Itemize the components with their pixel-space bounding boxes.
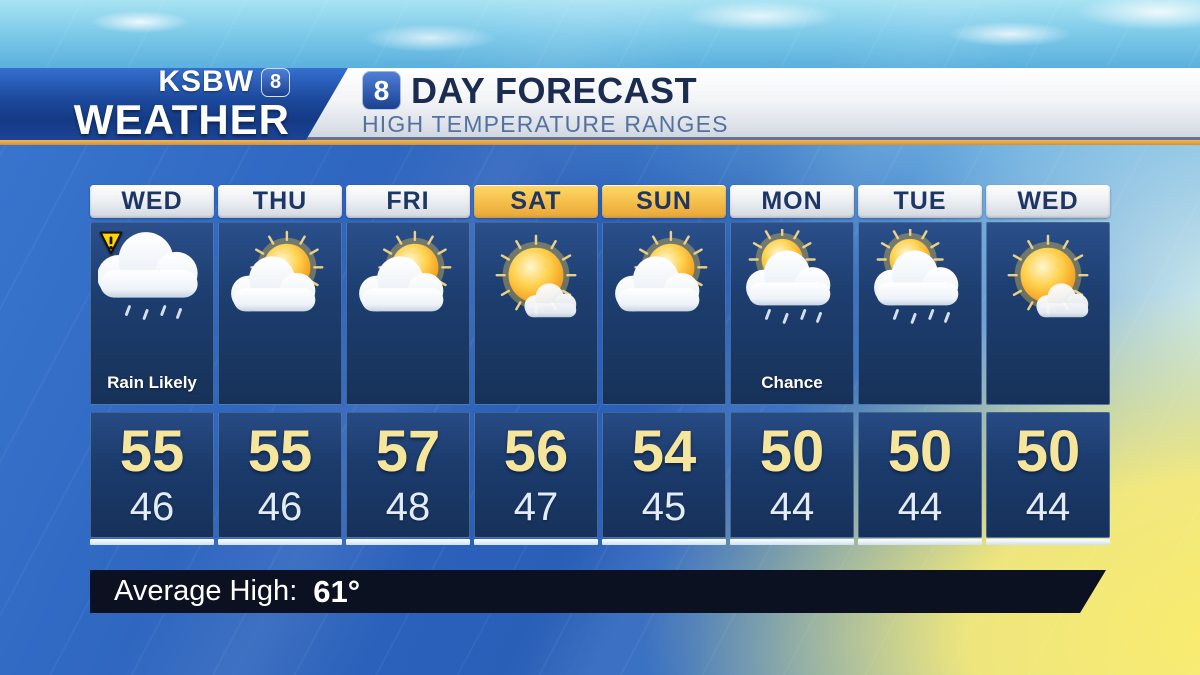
day-header: MON bbox=[730, 185, 854, 218]
icon-panel bbox=[858, 222, 982, 405]
sun-cloud-rain-icon bbox=[866, 229, 974, 341]
low-temp: 48 bbox=[385, 485, 431, 529]
day-label: MON bbox=[761, 187, 823, 215]
day-header: THU bbox=[218, 185, 342, 218]
low-temp: 45 bbox=[641, 485, 687, 529]
day-header: WED bbox=[986, 185, 1110, 218]
sky-background bbox=[0, 0, 1200, 68]
condition-label: Chance bbox=[761, 373, 823, 392]
mostly-sunny-icon bbox=[994, 229, 1102, 341]
low-temp: 44 bbox=[1025, 485, 1071, 529]
average-high-value: 61° bbox=[313, 573, 361, 609]
weather-alert-icon bbox=[98, 229, 124, 257]
forecast-day-column: WED 50 44 bbox=[986, 185, 1110, 545]
high-temp: 57 bbox=[375, 419, 441, 484]
sun-cloud-rain-icon bbox=[738, 229, 846, 341]
weather-department-label: WEATHER bbox=[73, 96, 290, 143]
column-underline bbox=[730, 539, 854, 545]
forecast-day-column: TUE 50 44 bbox=[858, 185, 982, 545]
day-label: WED bbox=[121, 187, 183, 215]
column-underline bbox=[474, 539, 598, 545]
low-temp: 44 bbox=[897, 485, 943, 529]
brand-line: KSBW 8 bbox=[158, 67, 290, 97]
high-temp: 50 bbox=[1015, 419, 1081, 484]
high-temp: 55 bbox=[119, 419, 185, 484]
high-temp: 50 bbox=[887, 419, 953, 484]
icon-panel: Rain Likely bbox=[90, 222, 214, 405]
channel-8-logo-icon: 8 bbox=[261, 68, 290, 97]
channel-8-logo-icon: 8 bbox=[362, 71, 401, 110]
day-label: SUN bbox=[636, 187, 692, 215]
forecast-day-column: FRI 57 48 bbox=[346, 185, 470, 545]
day-header: FRI bbox=[346, 185, 470, 218]
forecast-day-column: WED Rain Likely 55 46 bbox=[90, 185, 214, 545]
column-underline bbox=[602, 539, 726, 545]
forecast-title-row: 8 DAY FORECAST bbox=[362, 71, 729, 110]
day-header: WED bbox=[90, 185, 214, 218]
mostly-sunny-icon bbox=[482, 229, 590, 341]
temperature-panel: 56 47 bbox=[474, 412, 598, 538]
icon-panel bbox=[218, 222, 342, 405]
icon-panel: Chance bbox=[730, 222, 854, 405]
day-label: FRI bbox=[386, 187, 430, 215]
forecast-day-column: MON Chance 50 44 bbox=[730, 185, 854, 545]
average-high-label: Average High: bbox=[114, 575, 298, 607]
partly-cloudy-icon bbox=[610, 229, 718, 341]
high-temp: 55 bbox=[247, 419, 313, 484]
icon-panel bbox=[346, 222, 470, 405]
high-temp: 56 bbox=[503, 419, 569, 484]
temperature-panel: 55 46 bbox=[90, 412, 214, 538]
day-label: WED bbox=[1017, 187, 1079, 215]
day-label: THU bbox=[252, 187, 308, 215]
temperature-panel: 57 48 bbox=[346, 412, 470, 538]
high-temp: 54 bbox=[631, 419, 697, 484]
rain-cloud-icon bbox=[98, 229, 206, 341]
page-subtitle: HIGH TEMPERATURE RANGES bbox=[362, 111, 729, 137]
icon-panel bbox=[602, 222, 726, 405]
day-label: TUE bbox=[893, 187, 947, 215]
column-underline bbox=[218, 539, 342, 545]
day-header: SAT bbox=[474, 185, 598, 218]
low-temp: 47 bbox=[513, 485, 559, 529]
column-underline bbox=[90, 539, 214, 545]
forecast-grid: WED Rain Likely 55 46 THU 55 46 FRI 57 4… bbox=[90, 185, 1110, 545]
station-brand: KSBW 8 WEATHER bbox=[0, 68, 348, 140]
forecast-title-block: 8 DAY FORECAST HIGH TEMPERATURE RANGES bbox=[362, 71, 729, 136]
forecast-day-column: THU 55 46 bbox=[218, 185, 342, 545]
high-temp: 50 bbox=[759, 419, 825, 484]
forecast-day-column: SUN 54 45 bbox=[602, 185, 726, 545]
page-title: DAY FORECAST bbox=[411, 69, 698, 111]
low-temp: 46 bbox=[129, 485, 175, 529]
day-header: SUN bbox=[602, 185, 726, 218]
temperature-panel: 50 44 bbox=[858, 412, 982, 538]
column-underline bbox=[986, 539, 1110, 545]
day-label: SAT bbox=[510, 187, 562, 215]
low-temp: 46 bbox=[257, 485, 303, 529]
icon-panel bbox=[474, 222, 598, 405]
column-underline bbox=[346, 539, 470, 545]
average-high-bar: Average High: 61° bbox=[90, 570, 1106, 613]
partly-cloudy-icon bbox=[226, 229, 334, 341]
partly-cloudy-icon bbox=[354, 229, 462, 341]
icon-panel bbox=[986, 222, 1110, 405]
temperature-panel: 54 45 bbox=[602, 412, 726, 538]
temperature-panel: 50 44 bbox=[730, 412, 854, 538]
condition-label: Rain Likely bbox=[107, 373, 197, 392]
day-header: TUE bbox=[858, 185, 982, 218]
low-temp: 44 bbox=[769, 485, 815, 529]
forecast-day-column: SAT 56 47 bbox=[474, 185, 598, 545]
temperature-panel: 55 46 bbox=[218, 412, 342, 538]
column-underline bbox=[858, 539, 982, 545]
temperature-panel: 50 44 bbox=[986, 412, 1110, 538]
station-name: KSBW bbox=[158, 65, 254, 98]
